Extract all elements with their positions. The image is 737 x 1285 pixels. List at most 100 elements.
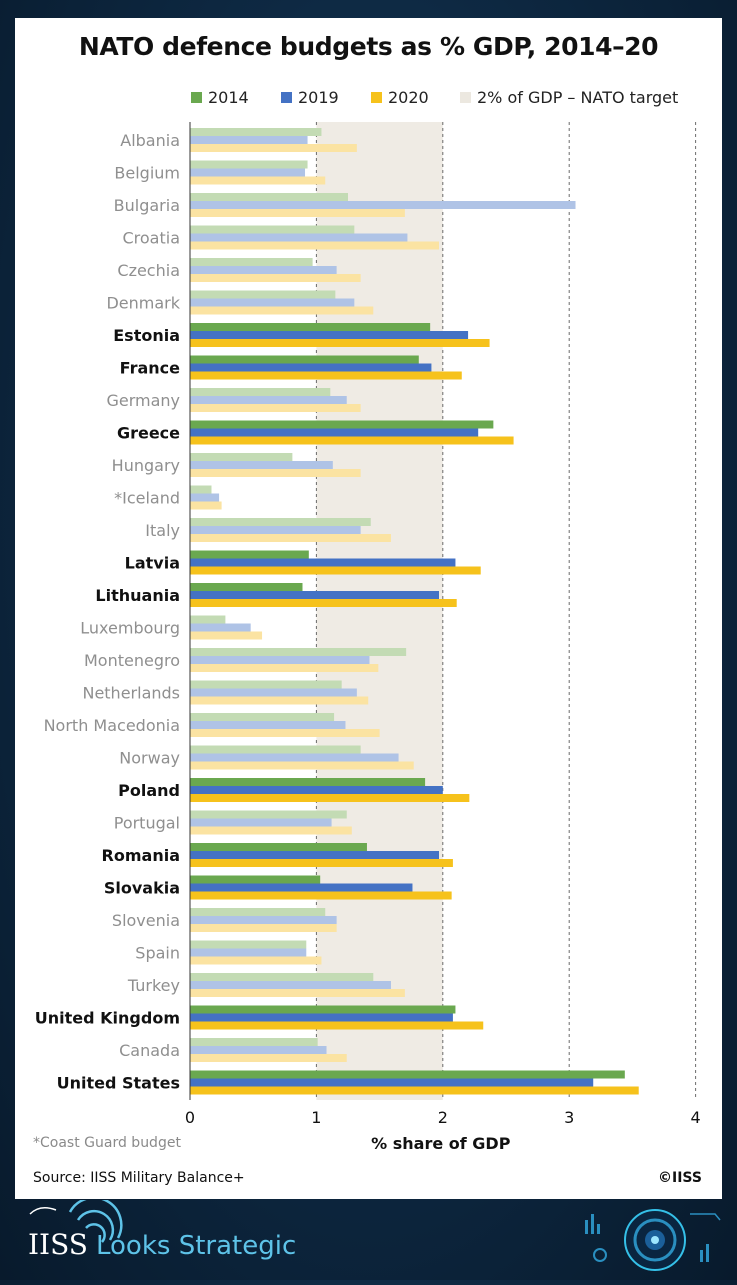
bar [190,225,355,234]
bar [190,136,308,144]
bar [190,388,331,396]
bar [190,680,342,689]
bar [190,396,347,404]
x-tick-label: 4 [691,1108,701,1127]
bar [190,891,452,900]
bar [190,818,332,827]
bar [190,810,347,819]
iiss-logo-rings-icon [29,1196,123,1243]
bar [190,615,226,624]
legend-swatch-2019 [281,91,292,103]
bar [190,924,337,932]
bar [190,436,514,445]
bar [190,534,391,542]
bar [190,981,391,989]
bar [190,875,321,884]
source-note: Source: IISS Military Balance+ [33,1170,245,1186]
x-tick-label: 0 [185,1108,195,1127]
bar [190,420,494,429]
bar [190,339,490,347]
x-tick-label: 1 [311,1108,321,1127]
category-label: Italy [145,521,180,540]
bar [190,501,222,510]
x-tick-label: 2 [438,1108,448,1127]
bar [190,729,380,737]
bar [190,843,367,851]
bar [190,623,251,632]
bar [190,745,361,754]
bar [190,761,414,770]
category-label: Norway [119,749,180,768]
bar [190,916,337,924]
bar [190,713,335,721]
bar [190,656,370,664]
bar [190,1070,625,1079]
bar [190,241,440,250]
bar [190,1038,318,1046]
bar [190,794,470,802]
bar [190,1078,594,1087]
bar [190,778,426,786]
category-label: Romania [102,846,180,865]
category-label: Croatia [122,229,180,248]
bar [190,160,308,169]
bar [190,290,336,299]
brand-name: IISS [28,1228,88,1261]
bar [190,306,374,315]
bar [190,583,303,591]
bar [190,201,576,209]
legend-label-2014: 2014 [208,87,249,107]
category-label: Denmark [106,294,180,313]
bar [190,851,440,859]
bar [190,1013,453,1022]
bar [190,940,307,949]
bar [190,363,432,372]
legend-item-2020: 2020 [371,87,429,107]
category-label: Albania [120,131,180,150]
bar [190,274,361,282]
bar [190,233,408,242]
bar [190,209,405,217]
category-label: Estonia [113,326,180,345]
footer-art [29,1196,721,1271]
category-label: Luxembourg [80,619,180,638]
bar [190,631,263,640]
bar [190,461,333,469]
category-label: United Kingdom [35,1009,180,1028]
bar-chart: Albania Belgium Bulgaria Croatia Czechia Denm… [35,122,701,1153]
x-axis-title: % share of GDP [371,1134,511,1153]
category-label: Poland [118,781,180,800]
bar [190,493,220,502]
bar [190,485,212,494]
bar [190,973,374,981]
category-label: France [120,359,180,378]
legend-swatch-2020 [371,91,382,103]
digital-eye-icon [585,1209,721,1271]
bar [190,323,431,331]
legend-item-2014: 2014 [191,87,249,107]
legend-swatch-2014 [191,91,202,103]
target-band [316,122,443,1100]
bar [190,266,337,274]
bar [190,331,469,339]
category-label: Spain [135,944,180,963]
bar [190,989,405,997]
chart-title: NATO defence budgets as % GDP, 2014–20 [78,32,659,61]
legend-label-target: 2% of GDP – NATO target [477,87,679,107]
category-label: Czechia [117,261,180,280]
bar [190,1054,347,1062]
brand-footer [0,1196,737,1280]
bar [190,826,352,835]
bar [190,371,462,380]
category-label: Lithuania [95,586,180,605]
bar [190,599,457,607]
bar [190,258,313,266]
bar [190,404,361,412]
bar [190,558,456,567]
category-label: Slovenia [112,911,180,930]
bar [190,469,361,477]
bar [190,518,371,526]
legend-item-2019: 2019 [281,87,339,107]
category-label: Greece [117,424,180,443]
bar [190,193,348,201]
